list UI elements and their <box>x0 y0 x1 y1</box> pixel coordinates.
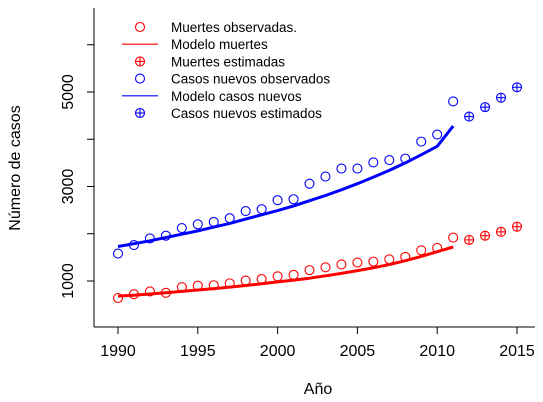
series-1 <box>117 245 454 298</box>
data-point <box>144 286 155 297</box>
legend-label: Modelo casos nuevos <box>171 89 302 104</box>
x-axis-title: Año <box>304 381 333 398</box>
data-point <box>320 171 331 182</box>
data-point <box>352 163 363 174</box>
y-tick-label: 1000 <box>60 263 77 299</box>
data-point <box>336 163 347 174</box>
x-tick-label: 2005 <box>340 343 376 360</box>
data-point <box>448 96 459 107</box>
series-5 <box>464 82 523 122</box>
y-tick-label: 5000 <box>60 74 77 110</box>
y-axis-title: Número de casos <box>7 105 24 230</box>
legend-item: Muertes estimadas <box>134 54 285 69</box>
data-point <box>336 259 347 270</box>
plot-frame <box>93 8 535 328</box>
data-point <box>368 157 379 168</box>
data-point <box>416 136 427 147</box>
data-point <box>368 256 379 267</box>
legend-item: Modelo casos nuevos <box>122 89 302 104</box>
data-point <box>304 265 315 276</box>
data-point <box>448 232 459 243</box>
series-3 <box>112 96 459 259</box>
data-point <box>112 248 124 259</box>
legend-label: Casos nuevos observados <box>171 72 330 87</box>
legend-label: Modelo muertes <box>171 37 268 52</box>
data-point <box>112 292 124 304</box>
series-line <box>117 245 454 298</box>
data-point <box>432 129 443 140</box>
data-point <box>384 154 395 166</box>
data-point <box>288 194 299 205</box>
data-point <box>352 257 363 268</box>
data-point <box>304 178 315 189</box>
x-axis-ticks: 1990 1995 2000 2005 2010 2015 <box>100 327 535 360</box>
y-axis-ticks: 1000 3000 5000 <box>60 44 94 299</box>
data-point <box>272 271 283 282</box>
data-point <box>320 262 331 273</box>
x-tick-label: 2015 <box>499 343 535 360</box>
data-point <box>176 223 187 234</box>
x-tick-label: 1995 <box>180 343 216 360</box>
series-2 <box>464 221 523 245</box>
legend-swatch <box>134 73 146 84</box>
data-point <box>416 245 427 256</box>
legend: Muertes observadas. Modelo muertes Muertes… <box>122 20 330 121</box>
legend-label: Muertes estimadas <box>171 54 285 69</box>
legend-label: Muertes observadas. <box>171 20 297 35</box>
data-point <box>192 219 203 230</box>
x-tick-label: 2000 <box>260 343 296 360</box>
legend-item: Muertes observadas. <box>134 20 297 35</box>
legend-item: Casos nuevos estimados <box>134 106 322 121</box>
data-point <box>272 195 283 206</box>
legend-label: Casos nuevos estimados <box>171 106 322 121</box>
data-point <box>288 269 299 280</box>
legend-item: Modelo muertes <box>122 37 268 52</box>
x-tick-label: 1990 <box>100 343 136 360</box>
legend-item: Casos nuevos observados <box>134 72 330 87</box>
y-tick-label: 3000 <box>60 169 77 205</box>
data-point <box>240 206 251 217</box>
data-point <box>256 204 267 215</box>
series-layer <box>112 82 523 304</box>
x-tick-label: 2010 <box>419 343 455 360</box>
series-4 <box>117 125 455 248</box>
legend-swatch <box>134 21 146 33</box>
series-line <box>117 125 455 248</box>
